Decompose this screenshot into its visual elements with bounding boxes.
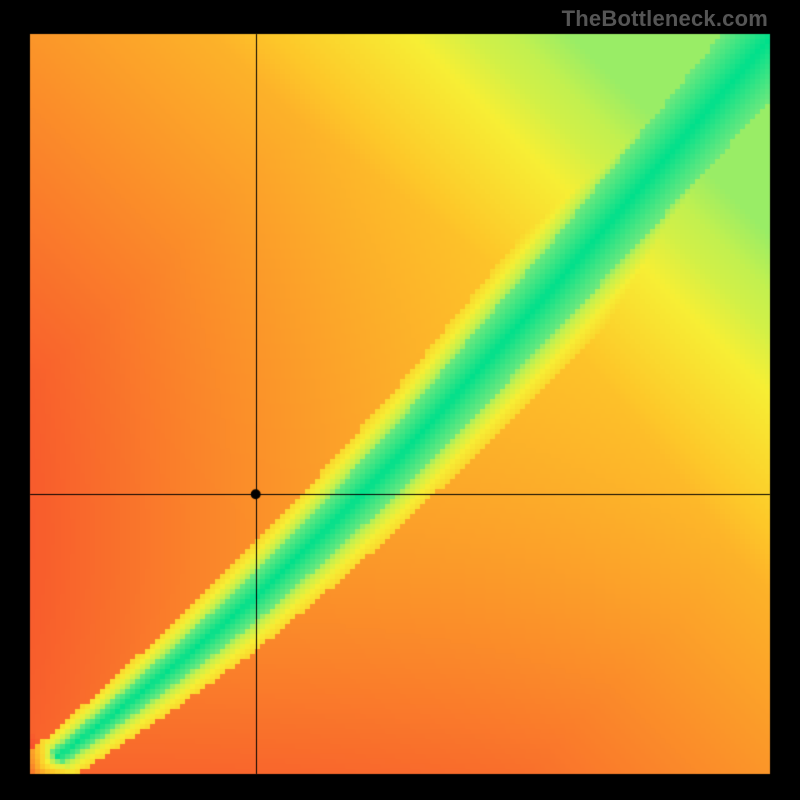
- watermark-text: TheBottleneck.com: [562, 6, 768, 32]
- crosshair-overlay: [0, 0, 800, 800]
- chart-root: TheBottleneck.com: [0, 0, 800, 800]
